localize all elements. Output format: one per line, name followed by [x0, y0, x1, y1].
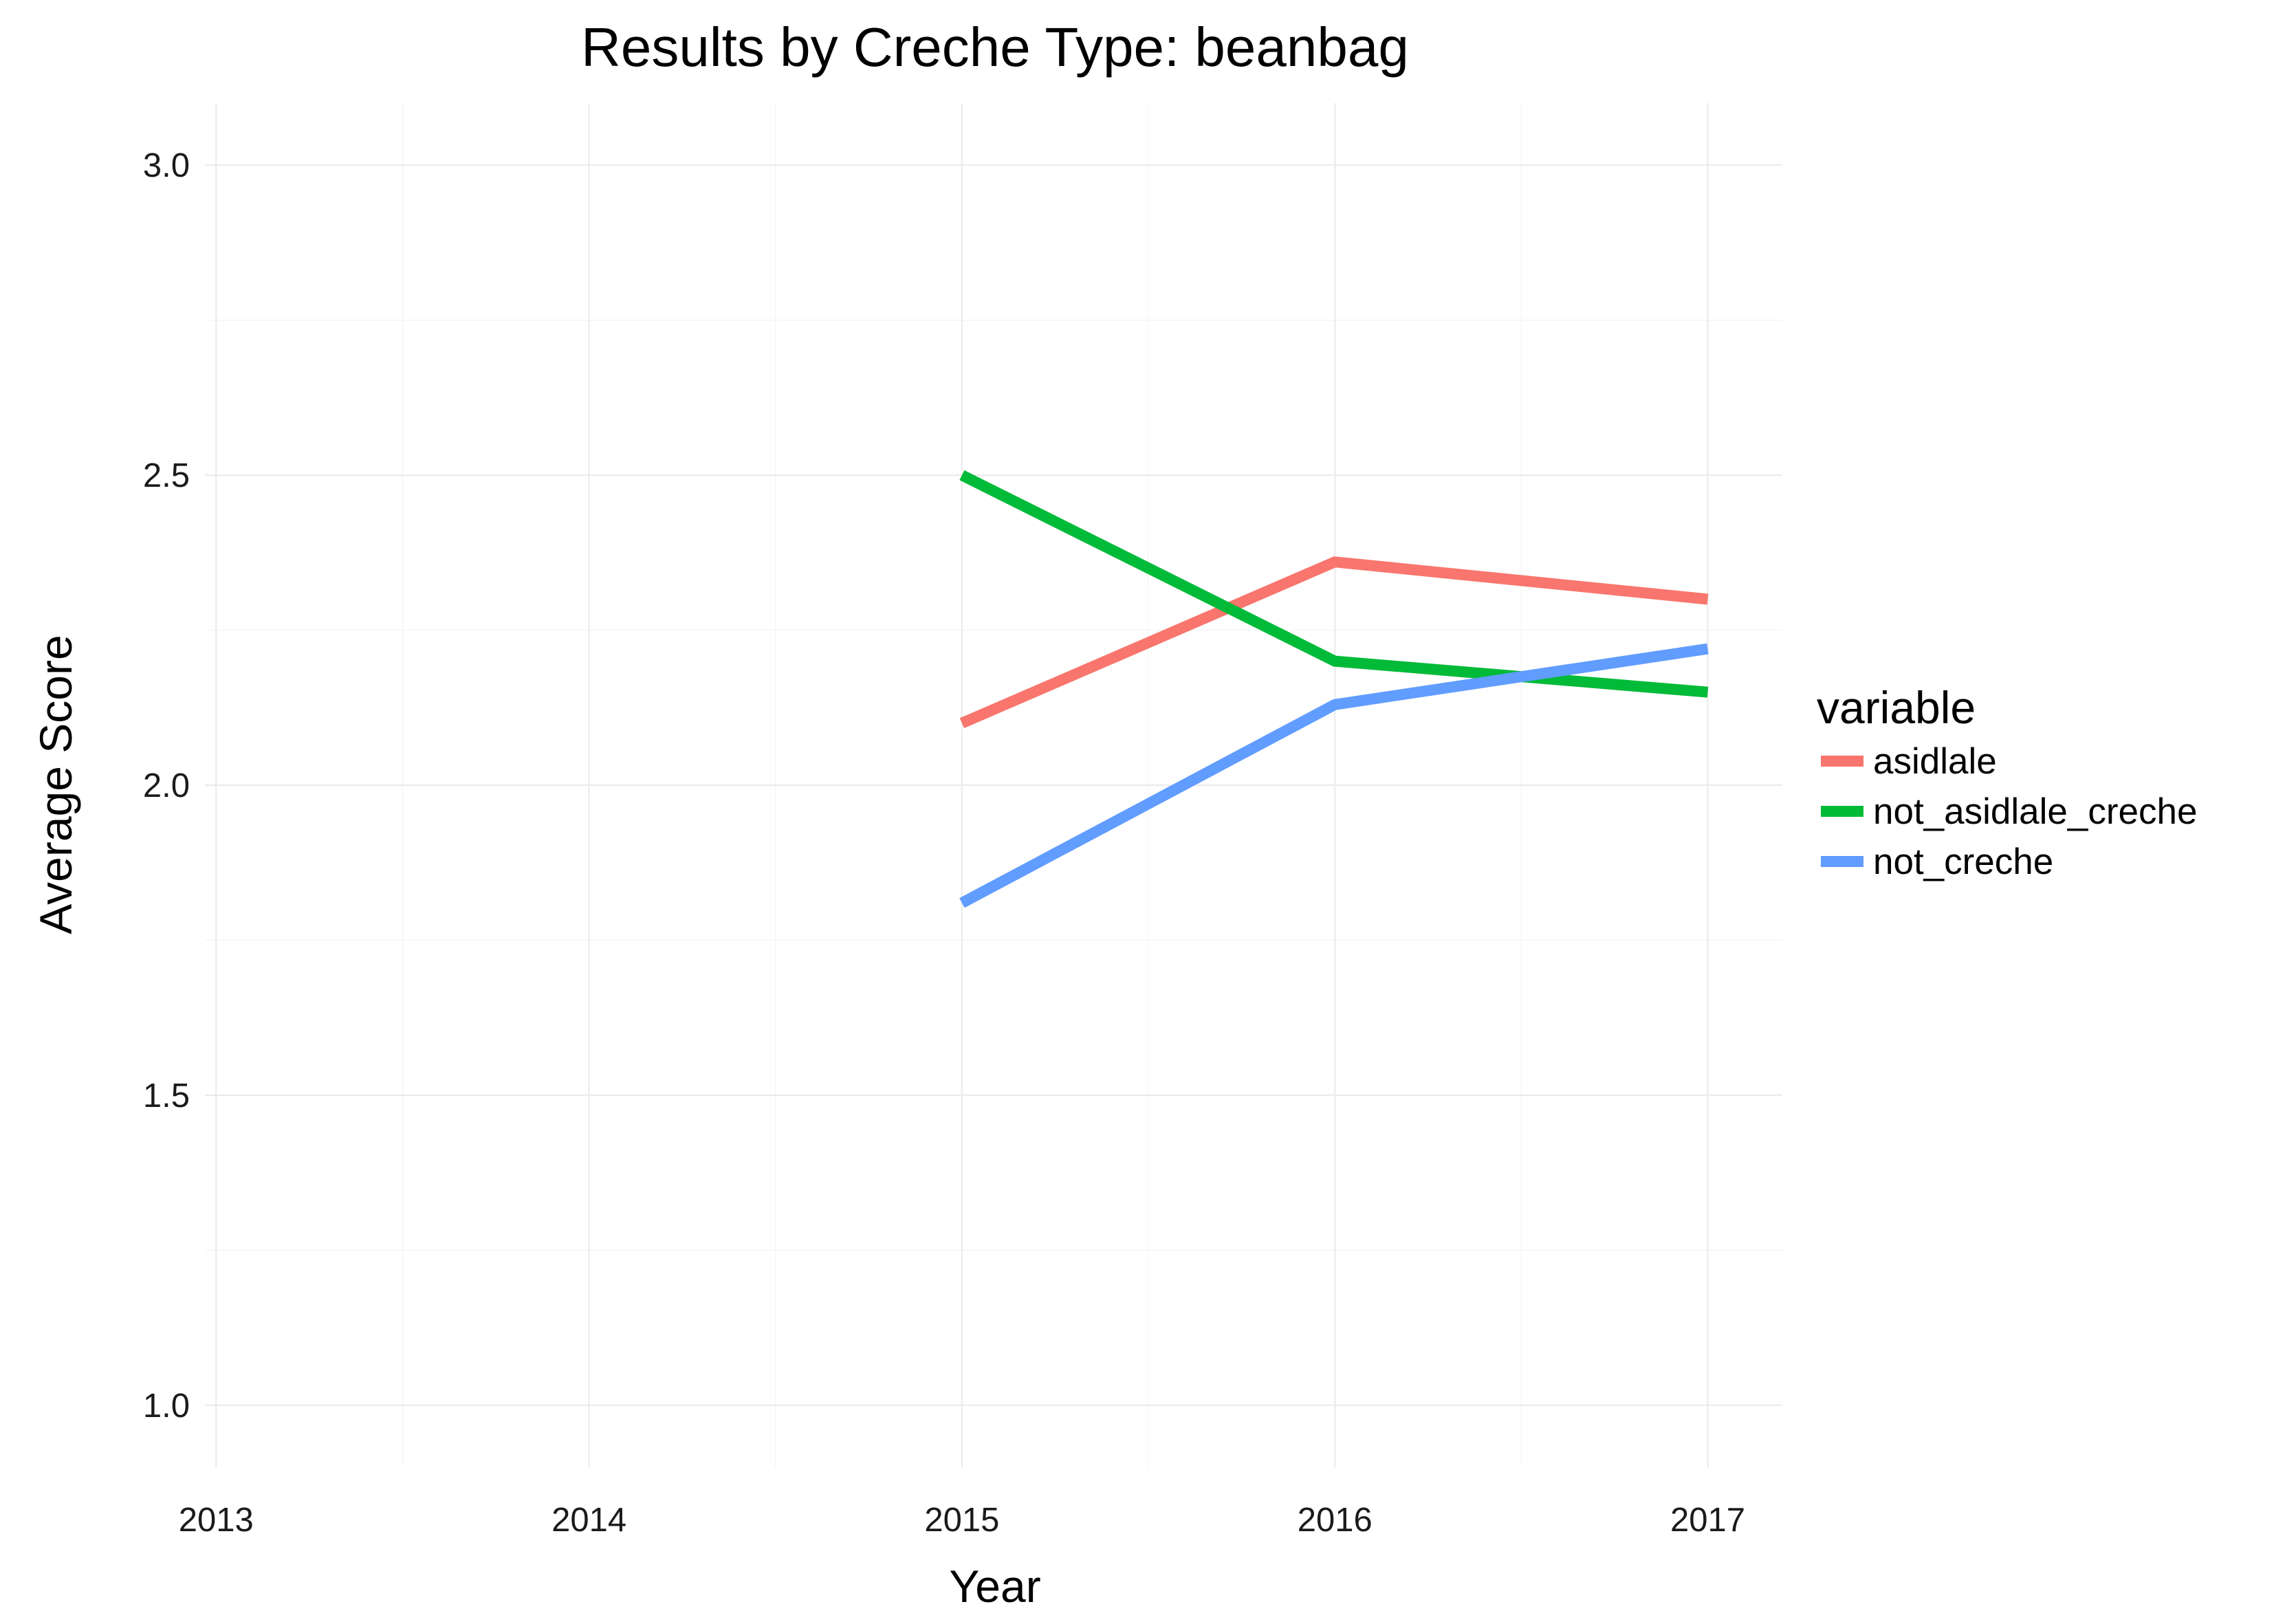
series-lines: [959, 470, 1709, 908]
y-tick-label: 2.5: [143, 457, 190, 494]
x-tick-label: 2014: [551, 1502, 626, 1539]
series-line-asidlale: [959, 556, 1709, 729]
x-tick-label: 2015: [924, 1502, 999, 1539]
y-tick-label: 1.5: [143, 1077, 190, 1115]
y-axis-title: Average Score: [30, 635, 81, 934]
legend-items: asidlale not_asidlale_creche not_creche: [1821, 741, 2197, 882]
series-line-not_creche: [959, 643, 1709, 908]
chart-title: Results by Creche Type: beanbag: [581, 17, 1409, 78]
grid: [205, 103, 1782, 1467]
legend-item-not_creche: not_creche: [1821, 842, 2053, 882]
legend-title: variable: [1817, 682, 1976, 733]
legend-item-asidlale: asidlale: [1821, 741, 1997, 782]
legend-label: not_creche: [1873, 842, 2053, 882]
x-tick-label: 2017: [1670, 1502, 1745, 1539]
legend-label: asidlale: [1873, 741, 1997, 782]
y-axis-ticks: 1.0 1.5 2.0 2.5 3.0: [143, 147, 190, 1425]
y-tick-label: 1.0: [143, 1387, 190, 1425]
x-tick-label: 2013: [179, 1502, 254, 1539]
legend: variable asidlale not_asidlale_creche not_…: [1817, 682, 2197, 882]
y-tick-label: 2.0: [143, 767, 190, 804]
y-tick-label: 3.0: [143, 147, 190, 184]
legend-label: not_asidlale_creche: [1873, 791, 2197, 832]
x-axis-ticks: 2013 2014 2015 2016 2017: [179, 1502, 1745, 1539]
series-line-not_asidlale_creche: [959, 470, 1709, 698]
legend-item-not_asidlale_creche: not_asidlale_creche: [1821, 791, 2197, 832]
x-axis-title: Year: [949, 1561, 1040, 1612]
plot-panel: [205, 103, 1782, 1467]
x-tick-label: 2016: [1298, 1502, 1373, 1539]
